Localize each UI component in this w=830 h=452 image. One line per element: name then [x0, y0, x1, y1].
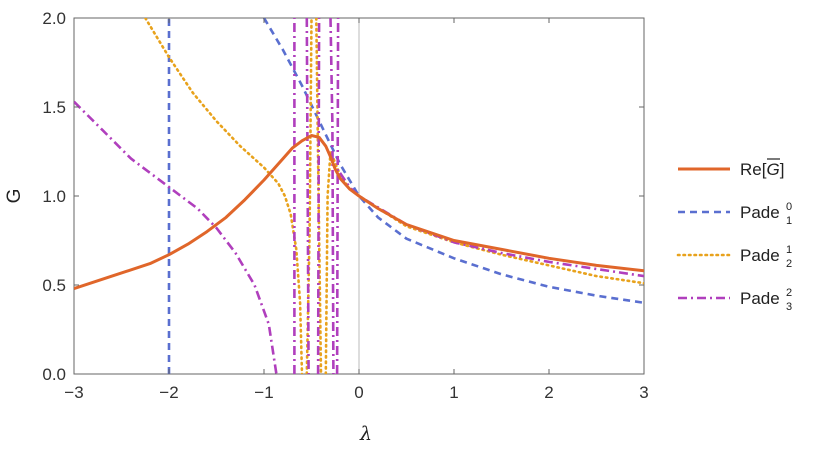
x-tick-label: 1: [449, 383, 458, 402]
legend: Re[G] Pade 0 1 Pade 1 2 Pade 2 3: [676, 158, 792, 313]
legend-subscript-3: 3: [786, 301, 792, 313]
legend-subscript-2: 2: [786, 258, 792, 270]
y-tick-label: 0.0: [42, 365, 66, 384]
y-tick-label: 1.0: [42, 187, 66, 206]
series-line-0: [74, 134, 644, 291]
series-line-3: [74, 100, 278, 374]
x-tick-label: −3: [64, 383, 83, 402]
legend-label-1: Pade: [740, 203, 780, 222]
series-line-2: [144, 18, 304, 374]
y-tick-label: 1.5: [42, 98, 66, 117]
x-tick-label: 0: [354, 383, 363, 402]
series-line-3: [335, 18, 340, 374]
x-tick-label: 2: [544, 383, 553, 402]
series-line-3: [316, 18, 321, 374]
series-line-2: [305, 18, 313, 374]
x-axis-label: λ: [359, 423, 372, 445]
legend-superscript-1: 0: [786, 201, 792, 213]
legend-superscript-3: 2: [786, 287, 792, 299]
legend-superscript-2: 1: [786, 244, 792, 256]
legend-label-3: Pade: [740, 289, 780, 308]
y-tick-label: 0.5: [42, 276, 66, 295]
legend-label-0: Re[G]: [740, 160, 784, 179]
x-tick-label: 3: [639, 383, 648, 402]
series-line-2: [324, 150, 644, 374]
series-line-3: [305, 18, 310, 374]
x-tick-label: −2: [159, 383, 178, 402]
series-line-3: [329, 18, 335, 374]
y-tick-label: 2.0: [42, 9, 66, 28]
legend-label-2: Pade: [740, 246, 780, 265]
series-line-1: [262, 18, 644, 305]
y-axis-label: G: [4, 189, 25, 204]
legend-subscript-1: 1: [786, 215, 792, 227]
x-tick-label: −1: [254, 383, 273, 402]
